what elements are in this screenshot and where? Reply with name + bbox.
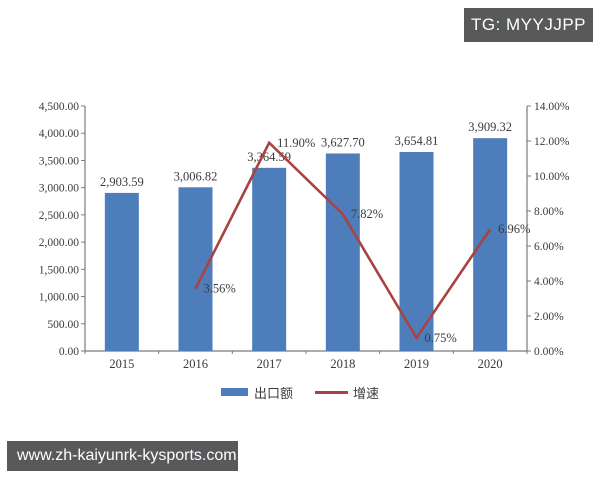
legend-bar-label: 出口额 xyxy=(253,385,293,401)
x-axis-category-label: 2017 xyxy=(257,357,282,371)
website-watermark-badge: www.zh-kaiyunrk-kysports.com xyxy=(7,441,238,471)
legend-line-swatch xyxy=(315,390,348,394)
y-right-tick-label: 14.00% xyxy=(534,101,570,113)
bar-value-label: 3,627.70 xyxy=(321,135,365,149)
legend-bar-swatch xyxy=(220,388,248,396)
x-axis-category-label: 2019 xyxy=(404,357,429,371)
tg-watermark-badge: TG: MYYJJPP xyxy=(464,8,593,42)
growth-value-label: 3.56% xyxy=(204,282,236,296)
y-left-tick-label: 3,500.00 xyxy=(39,155,80,167)
y-right-tick-label: 12.00% xyxy=(534,136,570,148)
y-left-tick-label: 4,000.00 xyxy=(39,128,80,140)
bar-value-label: 3,006.82 xyxy=(174,169,218,183)
growth-value-label: 0.75% xyxy=(425,331,457,345)
growth-value-label: 7.82% xyxy=(351,207,383,221)
bar-value-label: 3,654.81 xyxy=(395,134,439,148)
y-right-tick-label: 8.00% xyxy=(534,206,564,218)
y-right-tick-label: 4.00% xyxy=(534,276,564,288)
x-axis-category-label: 2016 xyxy=(183,357,208,371)
y-left-tick-label: 2,500.00 xyxy=(39,210,80,222)
growth-value-label: 11.90% xyxy=(277,136,315,150)
growth-value-label: 6.96% xyxy=(498,222,530,236)
chart-legend: 出口额 增速 xyxy=(0,383,600,401)
x-axis-category-label: 2018 xyxy=(330,357,355,371)
y-left-tick-label: 3,000.00 xyxy=(39,183,80,195)
growth-line xyxy=(194,140,492,341)
y-right-tick-label: 2.00% xyxy=(534,311,564,323)
bar-2016 xyxy=(178,187,213,351)
x-axis-category-label: 2015 xyxy=(109,357,134,371)
bar-value-label: 2,903.59 xyxy=(100,175,144,189)
y-left-tick-label: 2,000.00 xyxy=(39,237,80,249)
y-right-tick-label: 6.00% xyxy=(534,241,564,253)
bar-value-label: 3,909.32 xyxy=(468,120,512,134)
bar-2017 xyxy=(252,167,287,351)
y-left-tick-label: 500.00 xyxy=(47,319,79,331)
bar-2015 xyxy=(104,192,139,351)
y-left-tick-label: 1,000.00 xyxy=(39,292,80,304)
y-left-tick-label: 1,500.00 xyxy=(39,264,80,276)
y-right-tick-label: 10.00% xyxy=(534,171,570,183)
y-left-tick-label: 0.00 xyxy=(59,346,79,358)
legend-line-label: 增速 xyxy=(353,385,380,401)
y-right-tick-label: 0.00% xyxy=(534,346,564,358)
bar-2018 xyxy=(325,153,360,351)
x-axis-category-label: 2020 xyxy=(478,357,503,371)
y-left-tick-label: 4,500.00 xyxy=(39,101,80,113)
